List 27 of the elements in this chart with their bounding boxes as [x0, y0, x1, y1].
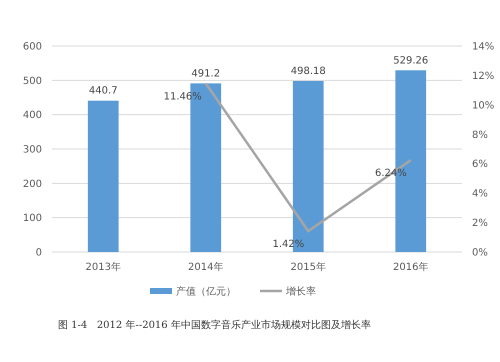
- y-tick-label: 100: [22, 213, 42, 224]
- y-tick-label: 300: [22, 144, 42, 156]
- legend-label: 增长率: [285, 286, 316, 298]
- data-label: 491.2: [191, 68, 220, 80]
- y2-tick-label: 10%: [472, 100, 494, 112]
- y2-tick-label: 14%: [472, 42, 494, 52]
- x-tick-label: 2016年: [393, 261, 428, 273]
- data-label: 440.7: [88, 86, 118, 97]
- caption: 图 1-4 2012 年--2016 年中国数字音乐产业市场规模对比图及增长率: [58, 319, 371, 331]
- y2-tick-label: 12%: [472, 70, 494, 82]
- legend-label: 产值（亿元）: [176, 286, 236, 298]
- y2-tick-label: 8%: [472, 130, 488, 141]
- data-label: 529.26: [393, 55, 428, 66]
- x-tick-label: 2015年: [290, 261, 326, 273]
- data-label: 498.18: [290, 66, 326, 77]
- y-tick-label: 0: [36, 248, 42, 258]
- y-tick-label: 400: [22, 110, 42, 122]
- x-tick-label: 2014年: [188, 261, 224, 273]
- y-tick-label: 500: [22, 76, 42, 87]
- y2-tick-label: 4%: [472, 188, 488, 200]
- x-tick-label: 2013年: [86, 261, 121, 273]
- y2-tick-label: 0%: [472, 248, 488, 258]
- y2-tick-label: 6%: [472, 159, 488, 170]
- y-tick-label: 200: [22, 178, 42, 190]
- y2-tick-label: 2%: [472, 218, 488, 230]
- bar: [88, 100, 119, 252]
- y-tick-label: 600: [22, 42, 42, 52]
